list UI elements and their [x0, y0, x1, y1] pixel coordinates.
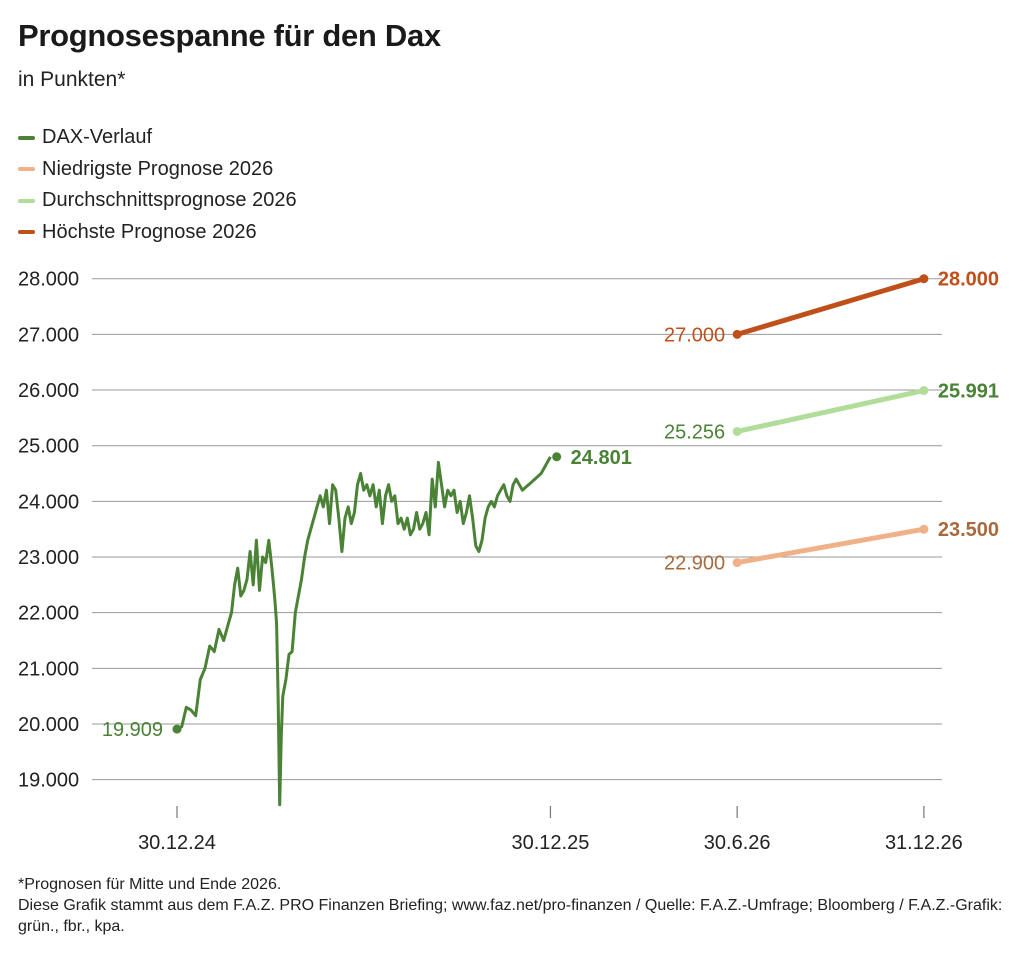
- y-tick-label: 27.000: [18, 324, 79, 346]
- legend-label-dax: DAX-Verlauf: [42, 126, 153, 149]
- chart-subtitle: in Punkten*: [18, 68, 126, 91]
- dax-start-point: [172, 724, 182, 734]
- y-tick-label: 28.000: [18, 269, 79, 291]
- forecast-line-high: [734, 276, 927, 337]
- y-tick-label: 24.000: [18, 491, 79, 513]
- legend-item-high: Höchste Prognose 2026: [18, 217, 297, 249]
- x-tick-label: 30.12.24: [138, 832, 216, 854]
- legend-label-avg: Durchschnittsprognose 2026: [42, 189, 297, 212]
- chart-plot: 19.000 20.000 21.000 22.000 23.000 24.000 25.0…: [18, 269, 999, 854]
- y-tick-label: 19.000: [18, 770, 79, 792]
- y-tick-label: 20.000: [18, 714, 79, 736]
- forecast-start-point-high: [732, 329, 742, 339]
- legend-swatch-low: [18, 167, 35, 172]
- legend-label-low: Niedrigste Prognose 2026: [42, 157, 274, 180]
- legend-item-dax: DAX-Verlauf: [18, 122, 297, 154]
- chart-title: Prognosespanne für den Dax: [18, 18, 441, 53]
- forecast-end-label-low: 23.500: [938, 519, 999, 541]
- footer: *Prognosen für Mitte und Ende 2026. Dies…: [18, 874, 1008, 937]
- dax-end-label: 24.801: [571, 447, 632, 469]
- forecast-start-label-avg: 25.256: [664, 421, 725, 443]
- forecast-end-point-low: [919, 524, 929, 534]
- y-tick-label: 26.000: [18, 380, 79, 402]
- y-tick-label: 22.000: [18, 603, 79, 625]
- forecast-end-label-avg: 25.991: [938, 381, 999, 403]
- legend-swatch-dax: [18, 135, 35, 140]
- forecast-start-point-low: [732, 558, 742, 568]
- forecast-start-label-low: 22.900: [664, 553, 725, 575]
- legend-swatch-high: [18, 230, 35, 235]
- legend-label-high: Höchste Prognose 2026: [42, 220, 257, 243]
- y-tick-label: 21.000: [18, 658, 79, 680]
- footnote: *Prognosen für Mitte und Ende 2026.: [18, 876, 282, 893]
- dax-end-point: [552, 452, 562, 462]
- legend-swatch-avg: [18, 198, 35, 203]
- forecast-end-point-high: [919, 274, 929, 284]
- x-tick-label: 31.12.26: [885, 832, 963, 854]
- legend-item-avg: Durchschnittsprognose 2026: [18, 185, 297, 217]
- dax-start-label: 19.909: [102, 719, 163, 741]
- y-tick-label: 23.000: [18, 547, 79, 569]
- forecast-start-label-high: 27.000: [664, 324, 725, 346]
- y-tick-label: 25.000: [18, 436, 79, 458]
- forecast-start-point-avg: [732, 426, 742, 436]
- x-tick-label: 30.6.26: [704, 832, 771, 854]
- forecast-end-point-avg: [919, 386, 929, 396]
- x-tick-label: 30.12.25: [512, 832, 590, 854]
- source-note: Diese Grafik stammt aus dem F.A.Z. PRO F…: [18, 897, 1003, 935]
- legend: DAX-Verlauf Niedrigste Prognose 2026 Dur…: [18, 122, 297, 248]
- forecast-line-low: [734, 526, 927, 566]
- legend-item-low: Niedrigste Prognose 2026: [18, 154, 297, 186]
- forecast-end-label-high: 28.000: [938, 269, 999, 291]
- dax-series-line: [176, 456, 552, 807]
- forecast-line-avg: [734, 388, 927, 434]
